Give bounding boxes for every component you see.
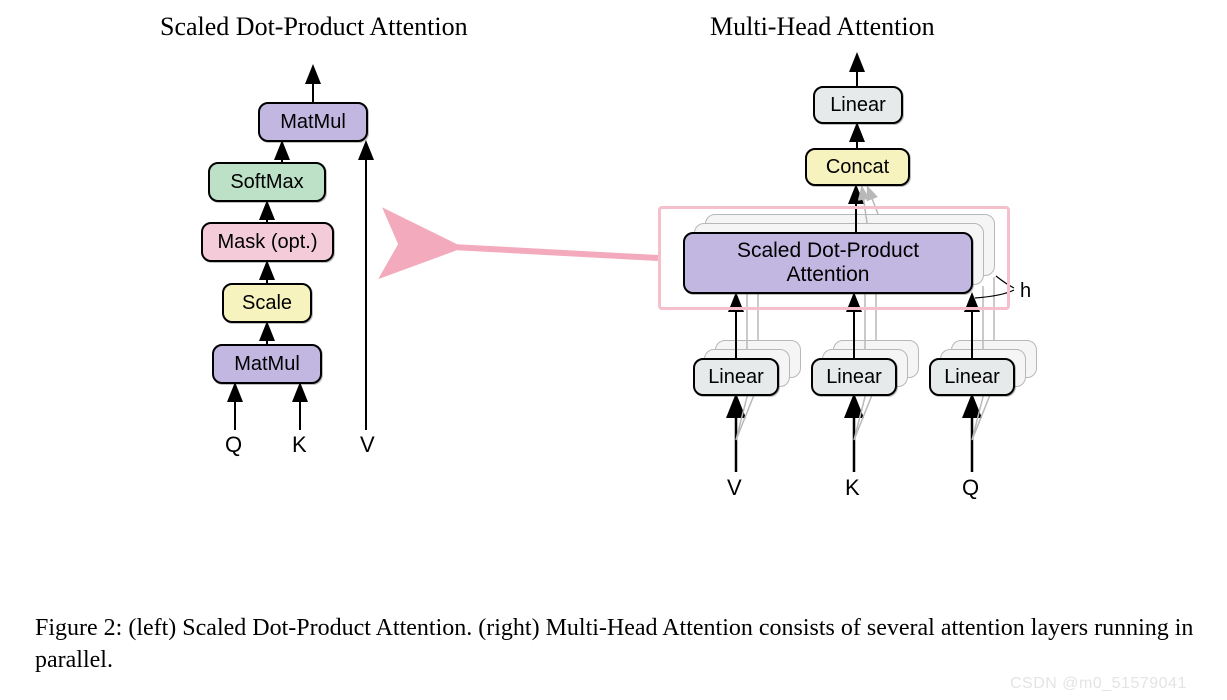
right-sdpa-box: Scaled Dot-Product Attention: [683, 232, 973, 294]
left-scale-box: Scale: [222, 283, 312, 323]
right-title: Multi-Head Attention: [710, 12, 935, 42]
left-input-k-label: K: [292, 432, 307, 458]
watermark-text: CSDN @m0_51579041: [1010, 675, 1187, 693]
right-concat-box: Concat: [805, 148, 910, 186]
right-linear-top-box: Linear: [813, 86, 903, 124]
left-matmul-bottom-box: MatMul: [212, 344, 322, 384]
right-h-label: h: [1020, 280, 1031, 303]
right-linear-q-box: Linear: [929, 358, 1015, 396]
left-arrows-svg: [0, 0, 1227, 700]
left-input-q-label: Q: [225, 432, 242, 458]
right-linear-v-box: Linear: [693, 358, 779, 396]
figure-caption: Figure 2: (left) Scaled Dot-Product Atte…: [35, 612, 1195, 677]
right-input-q-label: Q: [962, 475, 979, 501]
left-softmax-box: SoftMax: [208, 162, 326, 202]
right-input-k-label: K: [845, 475, 860, 501]
left-input-v-label: V: [360, 432, 375, 458]
right-input-v-label: V: [727, 475, 742, 501]
right-linear-k-box: Linear: [811, 358, 897, 396]
left-mask-box: Mask (opt.): [201, 222, 334, 262]
pink-arrow-svg: [0, 0, 1227, 700]
left-matmul-top-box: MatMul: [258, 102, 368, 142]
left-title: Scaled Dot-Product Attention: [160, 12, 468, 42]
right-arrows-svg: [0, 0, 1227, 700]
